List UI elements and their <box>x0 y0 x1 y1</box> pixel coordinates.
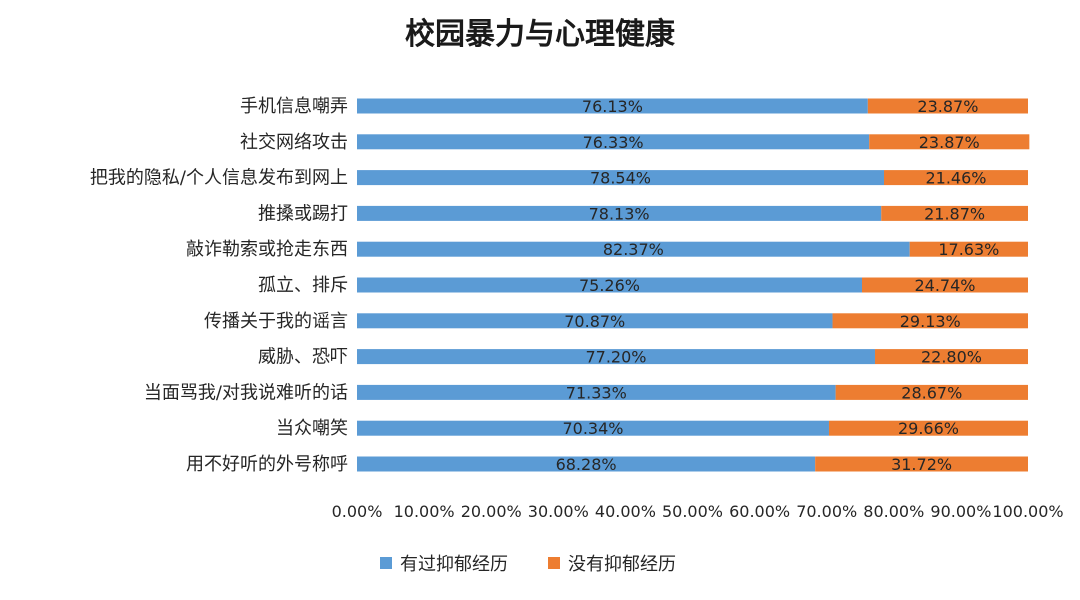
chart-title: 校园暴力与心理健康 <box>405 17 676 52</box>
category-label: 当面骂我/对我说难听的话 <box>144 382 348 403</box>
data-label: 77.20% <box>585 348 646 367</box>
category-label: 孤立、排斥 <box>258 275 348 296</box>
data-label: 78.54% <box>590 169 651 188</box>
data-label: 70.87% <box>564 312 625 331</box>
data-label: 23.87% <box>919 133 980 152</box>
data-label: 76.33% <box>583 133 644 152</box>
category-label: 用不好听的外号称呼 <box>186 454 348 475</box>
data-label: 75.26% <box>579 276 640 295</box>
data-label: 78.13% <box>589 204 650 223</box>
x-tick-label: 70.00% <box>796 502 857 521</box>
data-label: 71.33% <box>566 383 627 402</box>
data-label: 22.80% <box>921 348 982 367</box>
category-label: 威胁、恐吓 <box>258 347 348 368</box>
category-label: 当众嘲笑 <box>276 418 348 439</box>
data-label: 21.46% <box>925 169 986 188</box>
data-label: 31.72% <box>891 455 952 474</box>
x-tick-label: 10.00% <box>394 502 455 521</box>
x-tick-label: 0.00% <box>332 502 383 521</box>
data-label: 68.28% <box>556 455 617 474</box>
data-label: 23.87% <box>917 97 978 116</box>
data-label: 82.37% <box>603 240 664 259</box>
data-label: 76.13% <box>582 97 643 116</box>
x-tick-label: 50.00% <box>662 502 723 521</box>
legend: 有过抑郁经历 没有抑郁经历 <box>380 554 676 575</box>
legend-label: 没有抑郁经历 <box>568 554 676 575</box>
data-label: 29.66% <box>898 419 959 438</box>
x-tick-label: 30.00% <box>528 502 589 521</box>
x-tick-label: 100.00% <box>992 502 1063 521</box>
x-tick-label: 40.00% <box>595 502 656 521</box>
x-axis: 0.00% 10.00% 20.00% 30.00% 40.00% 50.00% 60.00… <box>332 502 1064 521</box>
category-label: 把我的隐私/个人信息发布到网上 <box>90 168 348 189</box>
category-label: 传播关于我的谣言 <box>204 311 348 332</box>
data-label: 29.13% <box>900 312 961 331</box>
x-tick-label: 20.00% <box>461 502 522 521</box>
data-label: 17.63% <box>938 240 999 259</box>
data-label: 70.34% <box>562 419 623 438</box>
x-tick-label: 80.00% <box>863 502 924 521</box>
x-tick-label: 60.00% <box>729 502 790 521</box>
legend-swatch <box>380 557 392 569</box>
data-label: 28.67% <box>901 383 962 402</box>
legend-swatch <box>548 557 560 569</box>
x-tick-label: 90.00% <box>930 502 991 521</box>
data-label: 21.87% <box>924 204 985 223</box>
legend-label: 有过抑郁经历 <box>400 554 508 575</box>
category-label: 推搡或踢打 <box>258 203 348 224</box>
category-label: 敲诈勒索或抢走东西 <box>186 239 348 260</box>
category-label: 社交网络攻击 <box>240 132 348 153</box>
data-label: 24.74% <box>914 276 975 295</box>
category-label: 手机信息嘲弄 <box>240 96 348 117</box>
